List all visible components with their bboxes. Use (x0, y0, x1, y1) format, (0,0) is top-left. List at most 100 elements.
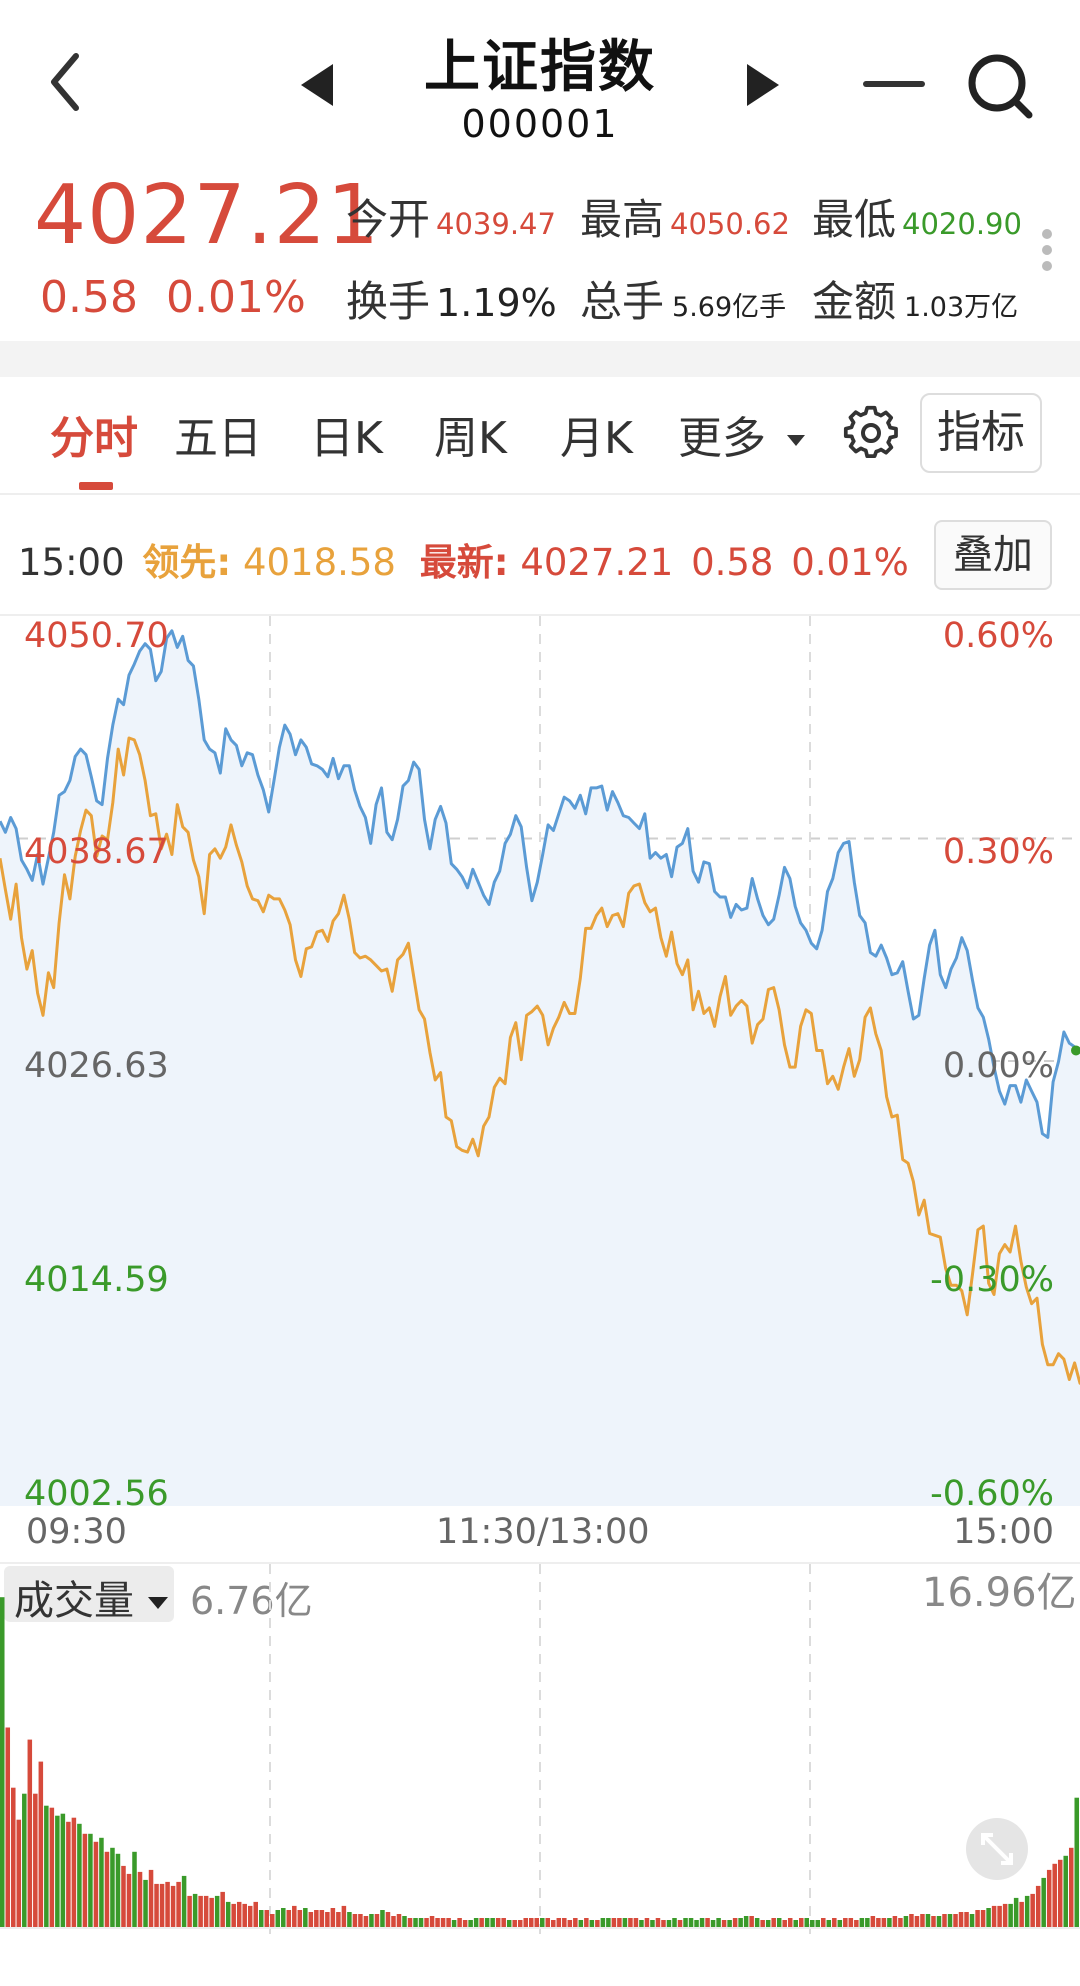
y-pct-label: 0.60% (942, 616, 1054, 656)
volume-bar (347, 1912, 352, 1928)
volume-bar (617, 1918, 622, 1928)
divider (0, 493, 1080, 495)
minus-icon (863, 81, 925, 87)
indicator-button[interactable]: 指标 (920, 393, 1042, 473)
divider (0, 1562, 1080, 1564)
volume-bar (732, 1918, 738, 1928)
volume-bar (677, 1920, 683, 1928)
gear-icon (843, 405, 898, 459)
volume-bar (501, 1918, 506, 1928)
x-tick-label: 09:30 (26, 1512, 127, 1552)
volume-bar (600, 1918, 606, 1928)
volume-bar (1008, 1903, 1013, 1928)
volume-bar (573, 1918, 578, 1928)
prev-stock-button[interactable] (292, 56, 342, 114)
tab-intraday[interactable]: 分时 (50, 413, 138, 464)
minimize-button[interactable] (858, 60, 930, 108)
volume-bar (429, 1916, 435, 1928)
volume-bar (303, 1908, 308, 1928)
x-tick-label: 11:30/13:00 (436, 1512, 650, 1552)
volume-bar (655, 1918, 661, 1928)
volume-bar (242, 1903, 247, 1928)
volume-bar (793, 1920, 798, 1928)
volume-bar (231, 1903, 236, 1928)
volume-bar (512, 1920, 517, 1928)
volume-bar (589, 1920, 595, 1928)
volume-bar (1013, 1897, 1019, 1928)
expand-button[interactable] (966, 1818, 1028, 1880)
volume-bar (330, 1908, 336, 1928)
overlay-button[interactable]: 叠加 (934, 520, 1052, 590)
volume-bar (258, 1910, 264, 1928)
volume-bar (352, 1914, 358, 1928)
volume-bar (914, 1916, 920, 1928)
volume-bar (38, 1761, 44, 1928)
volume-bar (71, 1817, 77, 1928)
volume-bar (110, 1847, 115, 1928)
volume-bar (975, 1910, 980, 1928)
volume-bar (991, 1905, 997, 1928)
tab-daily-k[interactable]: 日K (310, 413, 383, 464)
volume-bar (44, 1805, 49, 1928)
volume-bar (148, 1869, 154, 1928)
volume-bar (1019, 1901, 1024, 1928)
volume-bar (528, 1918, 534, 1928)
volume-bar (77, 1823, 82, 1928)
volume-bar (826, 1920, 832, 1928)
change-value: 0.58 (40, 272, 138, 323)
volume-bar (815, 1920, 821, 1928)
search-button[interactable] (962, 48, 1038, 124)
more-vertical-icon[interactable] (1040, 228, 1054, 272)
volume-bar (358, 1914, 363, 1928)
caret-down-icon (787, 435, 805, 446)
volume-bar (236, 1901, 242, 1928)
volume-bar (99, 1837, 104, 1928)
volume-bar (798, 1918, 804, 1928)
volume-bar (292, 1905, 297, 1928)
settings-button[interactable] (842, 404, 900, 462)
last-price-dot (1071, 1045, 1080, 1056)
intraday-chart[interactable] (0, 616, 1080, 1506)
volume-bar (176, 1881, 181, 1928)
volume-bar (187, 1895, 192, 1928)
volume-bar (683, 1918, 688, 1928)
volume-bar (611, 1918, 617, 1928)
volume-label: 成交量 (14, 1568, 169, 1626)
volume-bar (115, 1853, 121, 1928)
volume-bar (947, 1914, 953, 1928)
volume-bar (556, 1918, 562, 1928)
volume-bar (484, 1918, 490, 1928)
volume-bar (418, 1918, 424, 1928)
back-button[interactable] (36, 46, 96, 118)
volume-selector[interactable] (4, 1566, 174, 1622)
volume-bar (920, 1914, 925, 1928)
volume-bar (5, 1727, 11, 1928)
volume-bar (534, 1918, 540, 1928)
volume-bar (374, 1914, 380, 1928)
expand-icon (981, 1833, 1013, 1865)
tab-more[interactable]: 更多 (678, 402, 806, 466)
legend-latest-change: 0.58 (691, 541, 774, 584)
volume-bar (308, 1912, 314, 1928)
volume-bar (821, 1918, 826, 1928)
volume-bar (319, 1910, 325, 1928)
tab-monthly-k[interactable]: 月K (560, 413, 633, 464)
tab-weekly-k[interactable]: 周K (434, 413, 507, 464)
volume-bar (639, 1920, 644, 1928)
volume-bar (60, 1813, 66, 1928)
volume-bar (942, 1914, 947, 1928)
active-tab-indicator (79, 482, 113, 490)
volume-bar (369, 1914, 374, 1928)
volume-bar (55, 1815, 60, 1928)
volume-bar (650, 1920, 655, 1928)
volume-bar (810, 1920, 815, 1928)
next-stock-button[interactable] (738, 56, 788, 114)
volume-bar (710, 1920, 716, 1928)
y-pct-label: -0.30% (930, 1260, 1054, 1300)
divider (0, 614, 1080, 616)
volume-bar (1074, 1797, 1080, 1928)
y-tick-label: 4038.67 (24, 832, 169, 872)
tab-five-day[interactable]: 五日 (174, 413, 262, 464)
price-area (0, 630, 1080, 1506)
volume-bar (969, 1914, 975, 1928)
